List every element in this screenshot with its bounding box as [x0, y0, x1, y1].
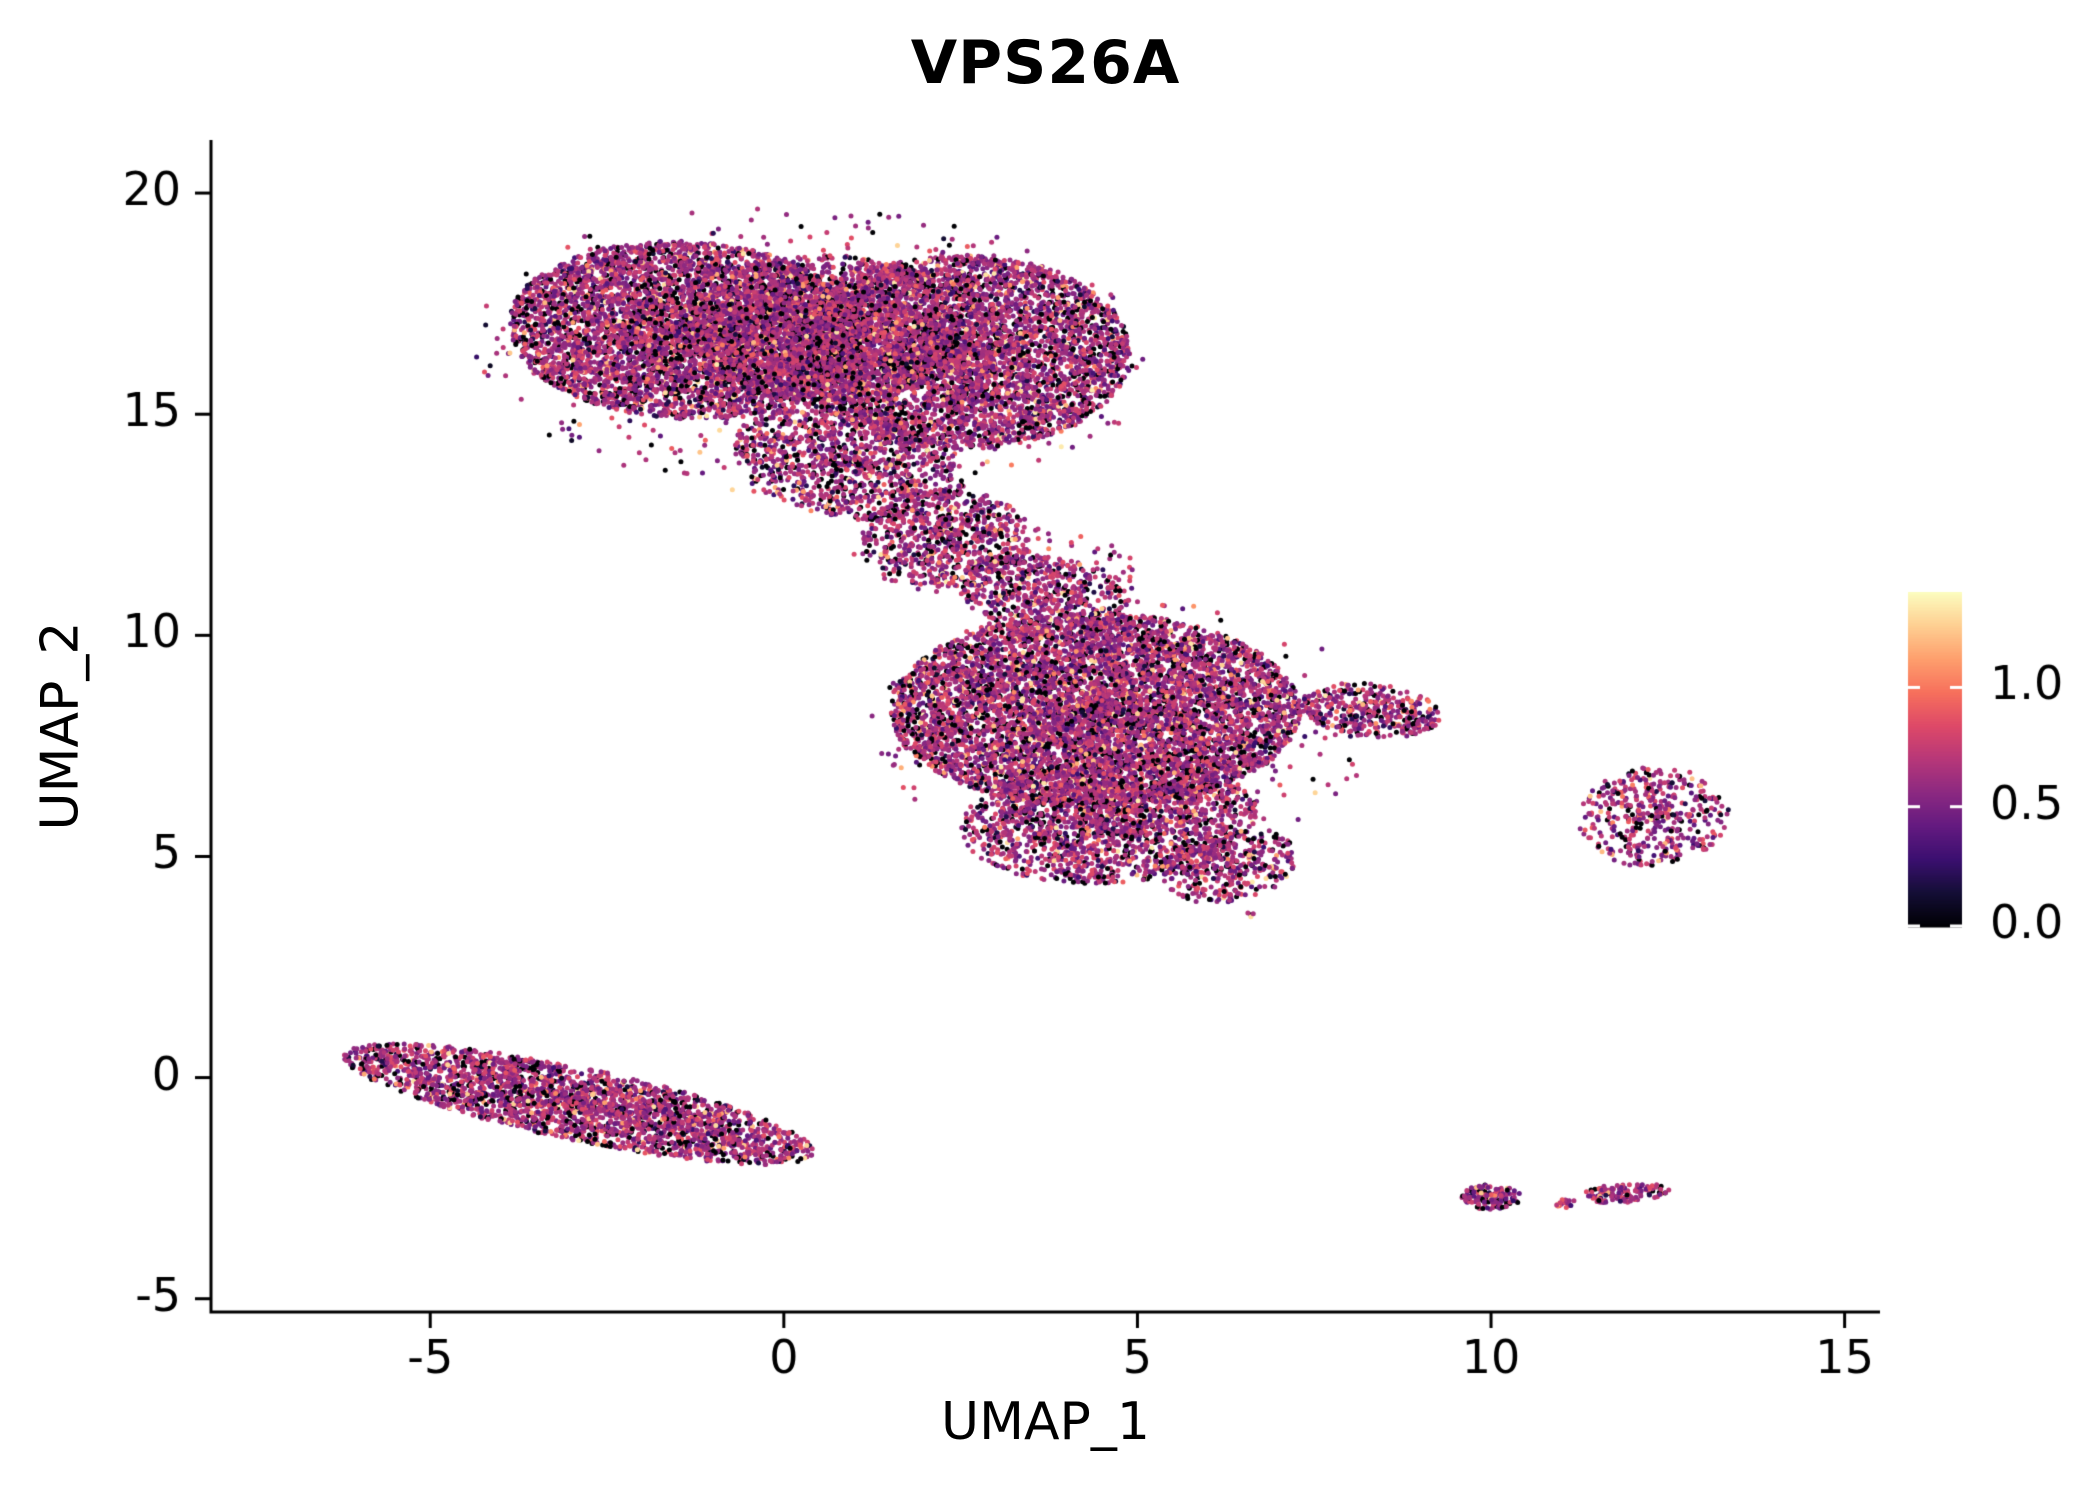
y-axis-label: UMAP_2 [30, 621, 91, 831]
y-axis-label-wrap: UMAP_2 [0, 140, 120, 1312]
x-axis-label: UMAP_1 [941, 1392, 1150, 1452]
